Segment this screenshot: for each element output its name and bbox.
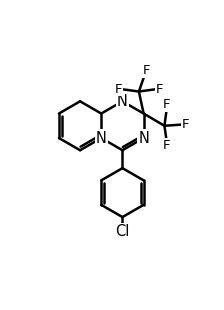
Text: F: F	[163, 99, 171, 112]
Text: F: F	[142, 64, 150, 77]
Text: N: N	[117, 94, 128, 109]
Text: N: N	[96, 131, 107, 145]
Text: Cl: Cl	[115, 224, 130, 239]
Text: F: F	[181, 118, 189, 131]
Text: F: F	[163, 139, 171, 152]
Text: F: F	[156, 82, 164, 95]
Text: F: F	[114, 82, 122, 95]
Text: N: N	[138, 131, 149, 145]
